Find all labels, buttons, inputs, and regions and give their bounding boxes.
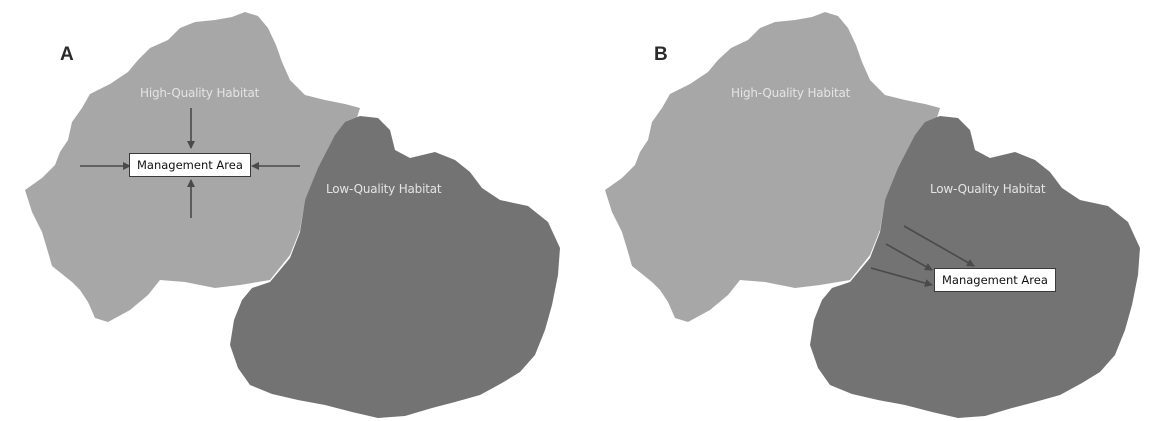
management-area-box: Management Area	[129, 153, 251, 177]
arrow-middle	[885, 243, 933, 271]
high-quality-habitat-region	[605, 12, 940, 322]
low-quality-habitat-region	[230, 116, 560, 418]
panel-b-map	[605, 12, 1140, 418]
panel-a-map	[25, 12, 560, 418]
panel-letter: B	[654, 44, 668, 65]
panel-letter: A	[60, 44, 74, 65]
arrow-upper	[903, 225, 975, 267]
high-quality-habitat-label: High-Quality Habitat	[731, 86, 851, 100]
low-quality-habitat-label: Low-Quality Habitat	[930, 182, 1046, 196]
high-quality-habitat-label: High-Quality Habitat	[140, 86, 260, 100]
low-quality-habitat-label: Low-Quality Habitat	[326, 182, 442, 196]
management-area-box: Management Area	[934, 268, 1056, 292]
panel-b: B High-Quality Habitat Low-Quality Habit…	[576, 0, 1153, 421]
panel-a: A High-Quality Habitat Low-Quality Habit…	[0, 0, 576, 421]
low-quality-habitat-region	[810, 116, 1140, 418]
arrow-lower	[870, 267, 933, 287]
